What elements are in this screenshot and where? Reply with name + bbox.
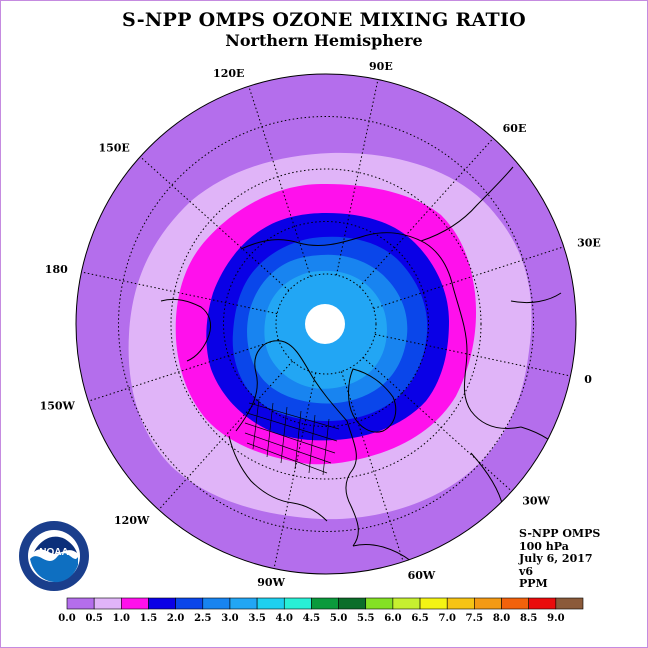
legend-swatch — [392, 597, 421, 610]
coast-north-america — [228, 340, 359, 547]
instrument-label: S-NPP OMPS — [519, 527, 601, 540]
legend-tick-label: 5.5 — [357, 613, 374, 624]
legend-tick-label: 8.5 — [520, 613, 537, 624]
legend-tick-label: 6.0 — [384, 613, 401, 624]
legend-swatch — [229, 597, 258, 610]
longitude-label: 0 — [584, 373, 592, 386]
units-label: PPM — [519, 577, 548, 590]
meridian-line — [335, 79, 379, 276]
legend-tick-label: 7.0 — [439, 613, 456, 624]
legend-tick-label: 2.0 — [167, 613, 184, 624]
legend-tick-label: 9.0 — [547, 613, 564, 624]
longitude-label: 60E — [503, 122, 527, 135]
legend-tick-label: 0.0 — [58, 613, 75, 624]
legend-swatch — [175, 597, 204, 610]
legend-tick-label: 8.0 — [493, 613, 510, 624]
legend-swatch — [474, 597, 502, 610]
longitude-label: 30E — [577, 236, 601, 249]
longitude-label: 180 — [45, 263, 68, 276]
legend-swatch — [501, 597, 529, 610]
us-grid — [244, 398, 340, 476]
legend-swatch — [419, 597, 448, 610]
latitude-circle — [275, 273, 377, 375]
legend-tick-label: 6.5 — [411, 613, 428, 624]
legend-swatch — [283, 597, 312, 610]
meridian-line — [81, 271, 278, 315]
longitude-label: 30W — [522, 495, 550, 508]
latitude-circle — [118, 116, 534, 532]
meridian-line — [88, 338, 279, 402]
pressure-level: 100 hPa — [519, 539, 569, 553]
legend-swatch — [555, 597, 584, 610]
legend-swatch — [93, 597, 122, 610]
meridian-line — [158, 360, 293, 511]
version-label: v6 — [519, 564, 534, 578]
coast-greenland — [348, 368, 397, 433]
meridian-line — [374, 333, 571, 377]
noaa-logo: NOAA — [19, 521, 89, 591]
legend-tick-label: 0.5 — [85, 613, 102, 624]
legend-bar — [66, 597, 584, 610]
legend-swatch — [121, 597, 149, 610]
legend-tick-label: 5.0 — [330, 613, 347, 624]
legend-swatch — [311, 597, 339, 610]
legend-tick-label: 1.0 — [113, 613, 130, 624]
legend-tick-label: 7.5 — [466, 613, 483, 624]
longitude-label: 120W — [114, 514, 150, 527]
meridian-line — [359, 137, 494, 288]
polar-no-data — [305, 304, 345, 344]
legend-tick-label: 3.5 — [248, 613, 265, 624]
meridian-line — [373, 246, 564, 310]
noaa-logo-text: NOAA — [39, 547, 68, 558]
longitude-label: 120E — [213, 67, 244, 80]
longitude-label: 90E — [369, 60, 393, 73]
legend-tick-label: 1.5 — [140, 613, 157, 624]
meridian-line — [340, 371, 404, 562]
coast-eurasia — [240, 166, 562, 429]
legend-swatch — [446, 597, 475, 610]
graticule — [81, 79, 571, 569]
meridian-line — [273, 372, 317, 569]
page-subtitle: Northern Hemisphere — [225, 31, 423, 50]
legend-tick-label: 4.5 — [303, 613, 320, 624]
meridian-line — [139, 156, 290, 291]
legend-swatch — [256, 597, 285, 610]
date-label: July 6, 2017 — [519, 552, 593, 565]
longitude-label: 90W — [257, 576, 285, 589]
legend-swatch — [365, 597, 394, 610]
legend-swatch — [338, 597, 367, 610]
longitude-label: 150W — [40, 400, 76, 413]
legend-swatch — [66, 597, 95, 610]
info-block: S-NPP OMPS 100 hPa July 6, 2017 v6 PPM — [519, 527, 601, 591]
meridian-line — [362, 357, 513, 492]
legend-swatch — [148, 597, 176, 610]
legend-tick-label: 4.0 — [276, 613, 293, 624]
meridian-line — [248, 86, 312, 277]
longitude-label: 150E — [98, 141, 129, 154]
longitude-label: 60W — [408, 569, 436, 582]
latitude-circle — [223, 221, 429, 427]
coast-alaska — [160, 298, 212, 362]
legend-tick-label: 2.5 — [194, 613, 211, 624]
legend-ticks: 0.0 0.5 1.0 1.5 2.0 2.5 3.0 3.5 4.0 4.5 5.0 5.5 6.0 6… — [58, 613, 564, 624]
legend-tick-label: 3.0 — [221, 613, 238, 624]
legend-swatch — [528, 597, 557, 610]
longitude-labels: 120E 90E 60E 150E 30E 180 0 150W 30W 120W 60W 90W — [40, 60, 601, 589]
latitude-circle — [170, 168, 482, 480]
page-title: S-NPP OMPS OZONE MIXING RATIO — [121, 9, 527, 31]
legend-swatch — [202, 597, 231, 610]
